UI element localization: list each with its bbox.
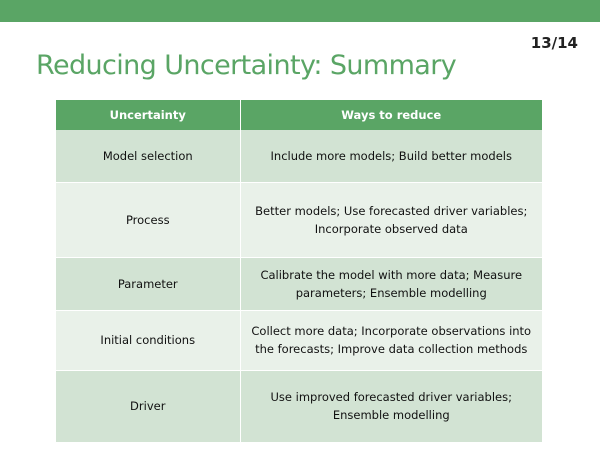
uncertainty-cell: Process: [56, 182, 241, 258]
table-row: Process Better models; Use forecasted dr…: [56, 182, 542, 258]
ways-cell: Collect more data; Incorporate observati…: [240, 310, 542, 371]
uncertainty-cell: Initial conditions: [56, 310, 241, 371]
page-number: 13/14: [530, 34, 578, 52]
uncertainty-cell: Model selection: [56, 130, 241, 183]
ways-cell: Use improved forecasted driver variables…: [240, 370, 542, 443]
uncertainty-cell: Driver: [56, 370, 241, 443]
table-row: Parameter Calibrate the model with more …: [56, 257, 542, 311]
header-uncertainty: Uncertainty: [56, 100, 241, 130]
ways-cell: Include more models; Build better models: [240, 130, 542, 183]
ways-cell: Better models; Use forecasted driver var…: [240, 182, 542, 258]
table-header-row: Uncertainty Ways to reduce: [56, 100, 542, 130]
header-ways-to-reduce: Ways to reduce: [240, 100, 542, 130]
slide-title: Reducing Uncertainty: Summary: [36, 50, 457, 81]
table-row: Model selection Include more models; Bui…: [56, 130, 542, 183]
table-row: Driver Use improved forecasted driver va…: [56, 370, 542, 443]
table-row: Initial conditions Collect more data; In…: [56, 310, 542, 371]
summary-table: Uncertainty Ways to reduce Model selecti…: [56, 100, 542, 443]
top-accent-bar: [0, 0, 600, 22]
uncertainty-cell: Parameter: [56, 257, 241, 311]
ways-cell: Calibrate the model with more data; Meas…: [240, 257, 542, 311]
